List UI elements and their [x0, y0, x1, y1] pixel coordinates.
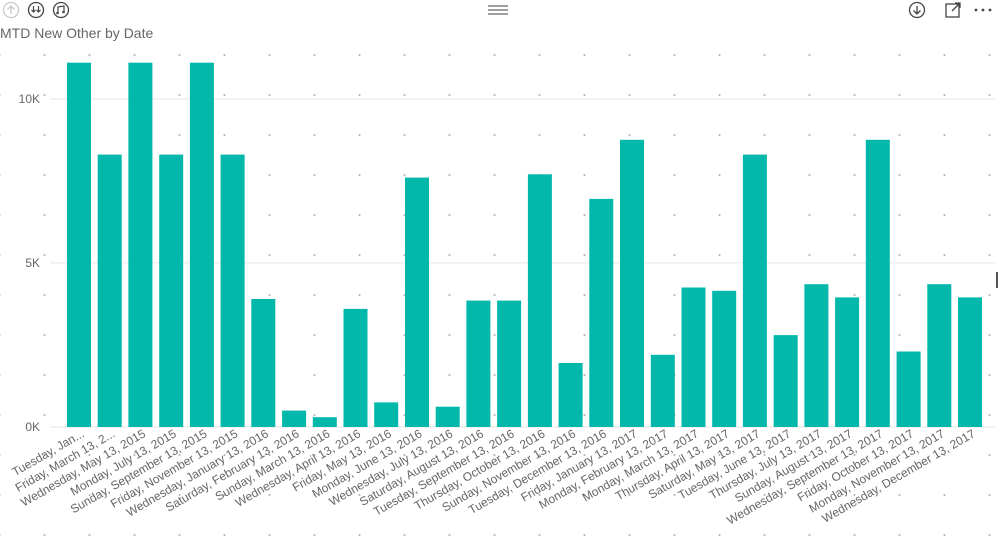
bar[interactable] [927, 284, 952, 427]
bar[interactable] [650, 354, 675, 427]
drill-mode-icon[interactable] [908, 1, 926, 19]
y-axis: 0K 5K 10K [19, 92, 40, 434]
x-axis: Tuesday, Jan...Friday, March 13, 2...Wed… [10, 426, 978, 527]
bar[interactable] [558, 363, 583, 427]
y-tick-label: 10K [19, 92, 40, 106]
expand-all-icon[interactable] [52, 1, 70, 19]
bar[interactable] [773, 335, 798, 427]
bar[interactable] [220, 154, 245, 427]
bar[interactable] [835, 297, 860, 427]
bar[interactable] [251, 299, 276, 427]
drill-up-icon[interactable] [2, 1, 20, 19]
bar[interactable] [435, 406, 460, 427]
drill-down-all-icon[interactable] [27, 1, 45, 19]
bar[interactable] [97, 154, 122, 427]
drag-handle-icon[interactable] [487, 1, 509, 19]
bar[interactable] [374, 402, 399, 427]
bar[interactable] [67, 62, 91, 427]
bar[interactable] [589, 198, 614, 427]
chart-title: MTD New Other by Date [0, 25, 154, 41]
resize-handle[interactable] [996, 272, 998, 288]
bar[interactable] [312, 417, 337, 427]
bar[interactable] [343, 308, 368, 427]
bar[interactable] [958, 297, 982, 427]
focus-mode-icon[interactable] [944, 1, 962, 19]
bar[interactable] [896, 351, 921, 428]
y-tick-label: 5K [25, 256, 40, 270]
bar[interactable] [405, 177, 429, 427]
bar[interactable] [712, 290, 737, 427]
bar[interactable] [128, 62, 153, 427]
bar[interactable] [497, 300, 522, 427]
visual-header [0, 0, 1000, 22]
bar[interactable] [159, 154, 184, 427]
bar[interactable] [620, 139, 644, 428]
bar[interactable] [466, 300, 491, 427]
bar[interactable] [865, 139, 890, 428]
y-tick-label: 0K [25, 420, 40, 434]
bar[interactable] [742, 154, 767, 427]
bar[interactable] [681, 287, 706, 428]
bar[interactable] [189, 62, 214, 427]
bar[interactable] [804, 284, 829, 427]
more-options-icon[interactable] [972, 1, 996, 19]
bar[interactable] [282, 410, 307, 427]
bars [67, 62, 982, 428]
bar[interactable] [527, 174, 552, 427]
